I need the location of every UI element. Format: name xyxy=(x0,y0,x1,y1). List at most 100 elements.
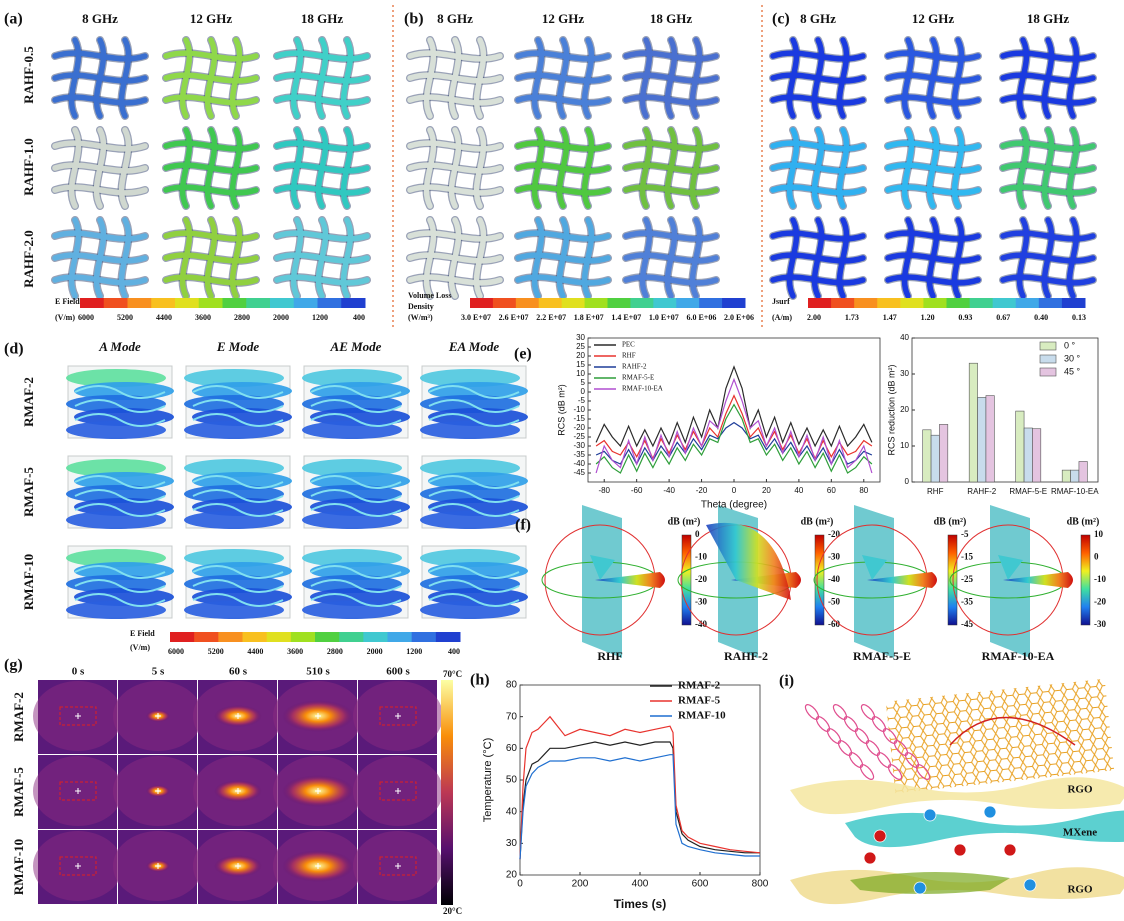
colorbar-tick: -35 xyxy=(961,597,973,607)
x-axis-label: Theta (degree) xyxy=(701,500,767,511)
fiber xyxy=(290,37,304,119)
mesh xyxy=(162,126,260,210)
fiber xyxy=(274,274,370,286)
fiber xyxy=(274,162,370,174)
fiber xyxy=(951,217,965,299)
fiber xyxy=(52,140,148,152)
x-tick-label: -40 xyxy=(663,486,675,495)
fiber xyxy=(407,50,503,62)
colorbar-tick: -20 xyxy=(1094,597,1106,607)
y-tick-label: 40 xyxy=(506,806,518,817)
volume-layer xyxy=(66,459,166,477)
cursor xyxy=(235,713,241,719)
radar-pattern xyxy=(677,505,801,658)
colorbar-step xyxy=(315,632,340,642)
y-tick-label: 60 xyxy=(506,743,518,754)
y-tick-label: -45 xyxy=(573,468,585,477)
colorbar-step xyxy=(699,298,723,308)
volume-swirl xyxy=(428,385,520,399)
colorbar-step xyxy=(538,298,563,308)
fiber xyxy=(52,230,148,242)
volume-layer xyxy=(420,459,520,477)
volume-layer xyxy=(74,408,174,426)
fiber xyxy=(274,50,370,62)
lobe xyxy=(1003,572,1073,588)
fiber xyxy=(340,37,354,119)
y-tick-label: -25 xyxy=(573,432,585,441)
wave-arrow xyxy=(843,716,859,732)
colorbar-tick: 1.8 E+07 xyxy=(574,313,604,322)
mesh xyxy=(884,126,982,210)
fiber xyxy=(770,252,866,264)
x-tick-label: RMAF-5-E xyxy=(1009,487,1047,496)
colorbar xyxy=(1080,534,1091,626)
fiber xyxy=(407,230,503,242)
mesh xyxy=(514,216,612,300)
colorbar-step xyxy=(992,298,1017,308)
colorbar-title: E Field xyxy=(55,297,80,306)
charge xyxy=(1003,843,1017,857)
fiber xyxy=(68,217,82,299)
fiber xyxy=(836,217,850,299)
volume-layer xyxy=(428,498,528,516)
fiber xyxy=(179,217,193,299)
cursor xyxy=(395,863,401,869)
colorbar-step xyxy=(492,298,517,308)
colorbar-tick: 400 xyxy=(448,647,460,656)
legend-label: RMAF-10-EA xyxy=(622,385,663,393)
colorbar-tick: 1200 xyxy=(406,647,422,656)
colorbar-tick: 3.0 E+07 xyxy=(461,313,491,322)
series-line xyxy=(595,365,873,448)
row-label: RCS reduction (dB m²) xyxy=(886,364,896,455)
colorbar-step xyxy=(293,298,318,308)
layer xyxy=(845,810,1124,848)
y-tick-label: -40 xyxy=(573,459,585,468)
colorbar-tick: 0.40 xyxy=(1034,313,1048,322)
colorbar-step xyxy=(170,632,195,642)
roi-box xyxy=(59,781,97,801)
fiber xyxy=(515,230,611,242)
plot-label: RAHF-2 xyxy=(724,649,768,663)
roi-box xyxy=(59,706,97,726)
mesh xyxy=(162,36,260,120)
x-tick-label: 200 xyxy=(572,879,589,890)
fiber xyxy=(770,162,866,174)
y-tick-label: -20 xyxy=(573,423,585,432)
bar xyxy=(1015,410,1025,483)
legend-label: RMAF-2 xyxy=(678,680,721,692)
fiber xyxy=(473,37,487,119)
y-tick-label: 80 xyxy=(506,680,518,691)
colorbar-tick: -40 xyxy=(828,574,840,584)
panel-label: (h) xyxy=(470,672,490,689)
fiber xyxy=(639,127,653,209)
fiber xyxy=(163,140,259,152)
volume-swirl xyxy=(310,593,402,607)
volume-layer xyxy=(310,588,410,606)
volume-layer xyxy=(66,549,166,567)
volume xyxy=(302,545,410,619)
volume xyxy=(184,545,292,619)
fiber xyxy=(407,94,503,106)
volume-swirl xyxy=(74,399,166,413)
colorbar-tick: 1.73 xyxy=(845,313,859,322)
colorbar-title: dB (m²) xyxy=(668,516,701,527)
wave-arrow xyxy=(854,728,870,744)
fiber xyxy=(531,37,545,119)
charge xyxy=(983,805,997,819)
colorbar-tick: 2800 xyxy=(234,313,250,322)
fiber xyxy=(581,217,595,299)
colorbar-step xyxy=(515,298,540,308)
fiber xyxy=(1000,72,1096,84)
fiber xyxy=(623,94,719,106)
fiber xyxy=(770,274,866,286)
fiber xyxy=(951,37,965,119)
volume xyxy=(302,365,410,439)
fiber xyxy=(52,252,148,264)
colorbar-step xyxy=(900,298,924,308)
volume-swirl xyxy=(74,475,166,489)
hop-arrow xyxy=(949,716,1076,746)
volume-layer xyxy=(184,511,284,529)
volume-layer xyxy=(302,549,402,567)
